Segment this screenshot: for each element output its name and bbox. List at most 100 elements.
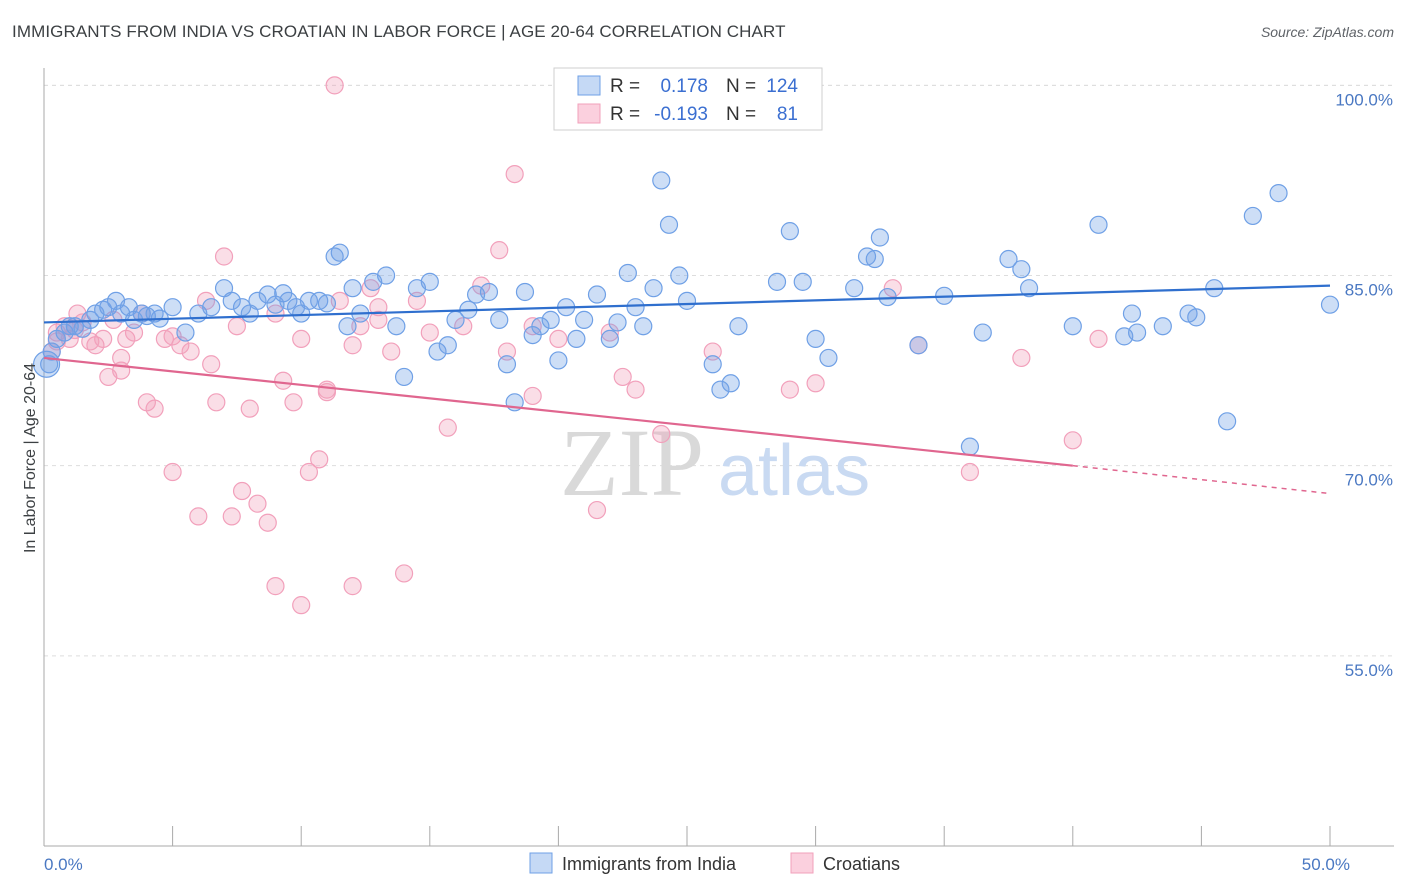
- y-tick-label-0: 100.0%: [1335, 90, 1393, 109]
- croatian-point-74: [497, 342, 517, 361]
- croatian-point-78: [960, 462, 980, 482]
- croatian-point-17: [163, 462, 182, 482]
- india-point-59: [531, 317, 550, 336]
- croatian-point-51: [587, 500, 607, 520]
- legend-n-value-2: 81: [777, 104, 798, 125]
- croatian-point-52: [600, 323, 619, 342]
- croatian-point-22: [207, 393, 226, 412]
- india-point-28: [258, 285, 277, 304]
- india-point-92: [960, 437, 980, 456]
- croatian-point-70: [343, 336, 362, 355]
- croatian-point-77: [806, 374, 825, 393]
- india-point-98: [1089, 215, 1108, 234]
- croatian-point-53: [626, 380, 645, 399]
- india-point-48: [428, 342, 447, 361]
- y-tick-label-3: 55.0%: [1345, 661, 1393, 680]
- legend-swatch-india: [577, 75, 601, 96]
- watermark-atlas: atlas: [718, 431, 870, 511]
- india-point-107: [1243, 206, 1262, 226]
- india-point-90: [909, 336, 928, 355]
- legend-swatch-croatian: [577, 103, 601, 124]
- india-point-106: [1218, 412, 1237, 431]
- india-point-61: [549, 351, 568, 370]
- india-point-87: [865, 249, 884, 269]
- tick-labels: 100.0% 85.0% 70.0% 55.0% 0.0% 50.0%: [44, 90, 1393, 874]
- india-point-65: [587, 285, 607, 304]
- croatian-point-50: [549, 329, 568, 349]
- croatian-point-39: [351, 317, 370, 336]
- croatian-point-19: [181, 342, 200, 361]
- croatian-point-79: [1063, 431, 1082, 450]
- series-legend-india: Immigrants from India: [562, 854, 737, 874]
- source-label: Source: ZipAtlas.com: [1260, 24, 1394, 40]
- watermark: ZIP atlas: [560, 409, 870, 516]
- india-point-44: [387, 317, 406, 336]
- croatian-point-25: [232, 481, 252, 501]
- india-point-96: [1019, 279, 1039, 298]
- series-legend-swatch-croatian: [790, 852, 814, 874]
- croatian-point-71: [369, 310, 388, 329]
- india-point-34: [299, 291, 319, 310]
- india-point-94: [999, 249, 1018, 269]
- croatian-point-44: [438, 418, 457, 437]
- croatian-point-28: [258, 513, 277, 532]
- india-point-22: [202, 298, 221, 317]
- india-point-15: [132, 304, 151, 323]
- india-point-104: [1187, 308, 1206, 327]
- india-point-82: [793, 272, 812, 291]
- croatian-point-55: [703, 342, 722, 361]
- india-point-75: [677, 291, 697, 310]
- legend-n-label-1: N =: [726, 76, 756, 97]
- croatian-point-41: [369, 298, 388, 317]
- croatian-trend-line: [43, 356, 1073, 467]
- croatian-point-15: [145, 399, 164, 418]
- watermark-zip: ZIP: [560, 409, 704, 516]
- croatian-point-68: [292, 329, 311, 349]
- axes: [43, 68, 1394, 847]
- croatian-point-54: [652, 424, 671, 444]
- india-point-101: [1127, 323, 1147, 342]
- india-point-55: [497, 355, 517, 374]
- croatian-point-31: [284, 393, 303, 412]
- india-point-72: [652, 171, 671, 190]
- croatian-point-36: [325, 76, 344, 95]
- india-point-81: [780, 222, 799, 241]
- india-point-9: [94, 300, 113, 319]
- india-point-100: [1122, 304, 1142, 323]
- india-point-78: [721, 374, 740, 393]
- legend-r-label-2: R =: [610, 104, 640, 125]
- croatian-point-23: [214, 247, 234, 266]
- india-point-24: [222, 291, 241, 310]
- croatian-point-43: [394, 564, 414, 583]
- legend-r-label-1: R =: [610, 76, 640, 97]
- croatian-point-30: [274, 371, 293, 390]
- croatian-trend-extension: [1072, 464, 1331, 495]
- croatian-point-29: [266, 577, 285, 596]
- croatian-point-8: [94, 329, 113, 349]
- india-point-84: [819, 348, 838, 368]
- india-point-63: [567, 329, 586, 349]
- y-tick-label-2: 70.0%: [1345, 471, 1393, 490]
- croatian-point-33: [299, 462, 319, 482]
- india-point-57: [515, 282, 535, 302]
- india-point-38: [330, 243, 349, 262]
- india-point-79: [729, 317, 748, 336]
- croatian-point-32: [292, 596, 311, 615]
- india-point-77: [711, 380, 730, 399]
- india-point-43: [376, 266, 396, 285]
- india-point-108: [1269, 184, 1288, 203]
- india-point-93: [973, 323, 992, 342]
- croatian-point-34: [310, 450, 329, 469]
- india-point-83: [806, 329, 825, 349]
- croatian-point-72: [407, 291, 427, 310]
- croatian-point-65: [202, 355, 221, 374]
- series-legend-croatian: Croatians: [823, 854, 900, 874]
- india-point-102: [1153, 317, 1172, 336]
- india-point-36: [317, 294, 337, 313]
- india-trend-line: [43, 284, 1331, 324]
- india-point-68: [618, 263, 637, 283]
- stats-legend: R = 0.178 N = 124 R = -0.193 N = 81: [553, 67, 823, 131]
- croatian-point-27: [248, 494, 267, 513]
- india-point-88: [870, 228, 890, 247]
- croatian-point-38: [343, 577, 362, 596]
